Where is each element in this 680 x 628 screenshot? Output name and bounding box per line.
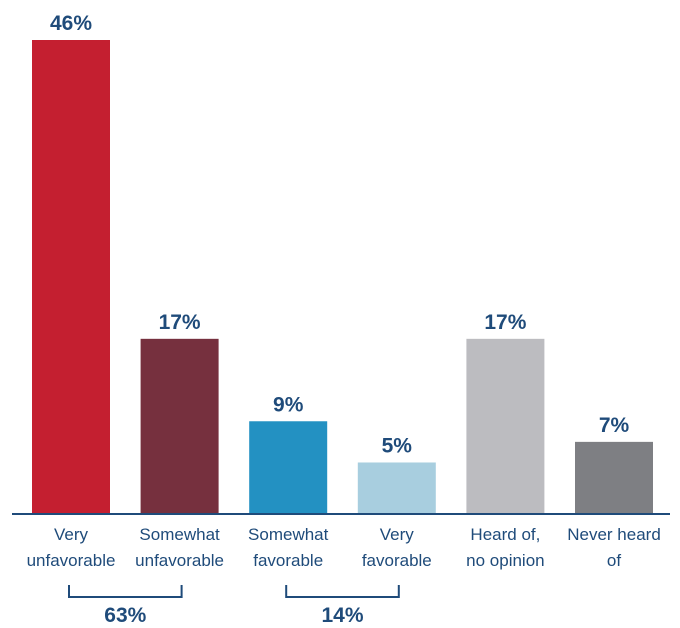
category-label-4-line-0: Heard of, xyxy=(470,525,540,544)
value-label-4: 17% xyxy=(484,311,526,334)
group-brackets: 63% 14% xyxy=(68,585,400,627)
value-labels-group: 46% 17% 9% 5% 17% 7% xyxy=(50,12,630,457)
group-total-label-1: 14% xyxy=(321,604,363,627)
group-bracket-0 xyxy=(68,585,183,598)
category-label-0-line-0: Very xyxy=(54,525,89,544)
bar-2 xyxy=(249,421,328,514)
value-label-3: 5% xyxy=(382,434,413,457)
category-label-2-line-1: favorable xyxy=(253,551,323,570)
category-labels-group: Very unfavorable Somewhat unfavorable Somewh… xyxy=(27,525,661,570)
category-label-1-line-0: Somewhat xyxy=(139,525,220,544)
bar-0 xyxy=(32,40,110,514)
category-label-1-line-1: unfavorable xyxy=(135,551,224,570)
group-bracket-1 xyxy=(285,585,400,598)
bar-1 xyxy=(140,338,219,514)
bar-3 xyxy=(357,462,436,514)
value-label-1: 17% xyxy=(159,311,201,334)
value-label-2: 9% xyxy=(273,393,304,416)
bars-group xyxy=(32,40,653,514)
category-label-2-line-0: Somewhat xyxy=(248,525,329,544)
category-label-0-line-1: unfavorable xyxy=(27,551,116,570)
group-total-label-0: 63% xyxy=(104,604,146,627)
category-label-4-line-1: no opinion xyxy=(466,551,544,570)
bar-4 xyxy=(466,338,545,514)
category-label-5-line-1: of xyxy=(607,551,621,570)
value-label-0: 46% xyxy=(50,12,92,35)
category-label-5-line-0: Never heard xyxy=(567,525,661,544)
bar-5 xyxy=(575,441,653,514)
value-label-5: 7% xyxy=(599,414,630,437)
category-label-3-line-1: favorable xyxy=(362,551,432,570)
category-label-3-line-0: Very xyxy=(380,525,415,544)
